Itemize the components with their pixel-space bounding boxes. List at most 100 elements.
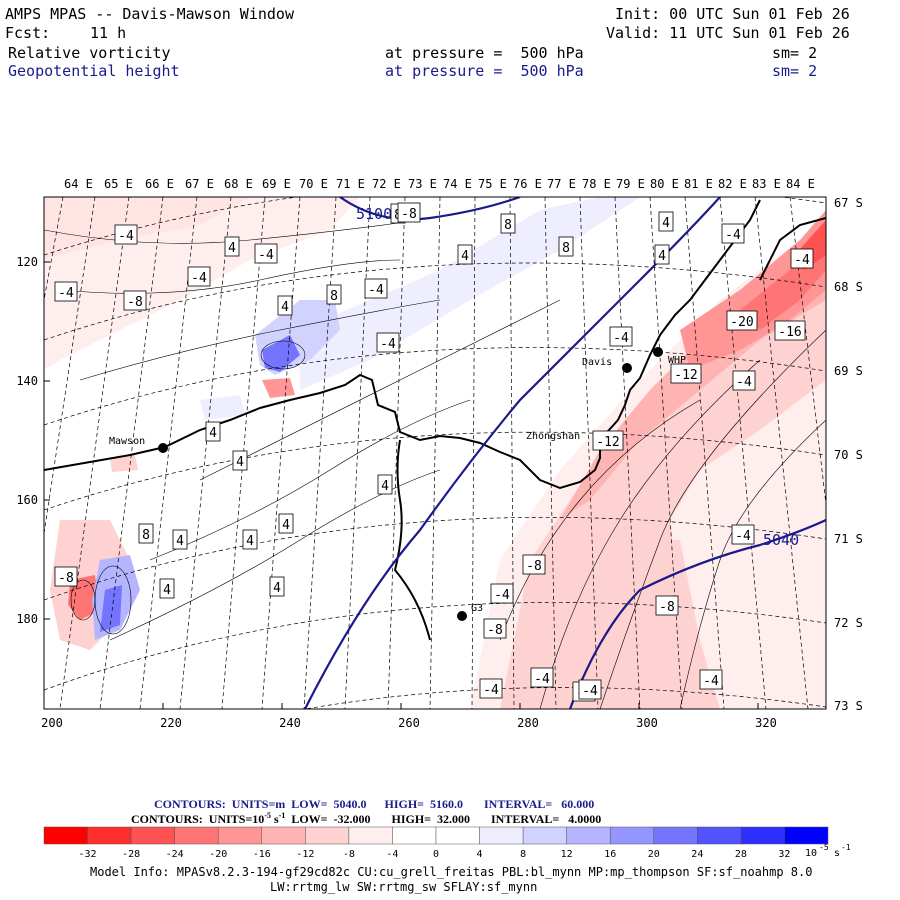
- colorbar-label: 8: [520, 849, 526, 860]
- vorticity-label: 8: [558, 236, 574, 257]
- svg-text:4: 4: [163, 583, 171, 598]
- lon-label: 81 E: [684, 177, 713, 191]
- vorticity-label: -4: [187, 266, 211, 287]
- vorticity-label: -8: [123, 290, 147, 311]
- init-time: Init: 00 UTC Sun 01 Feb 26: [615, 5, 850, 23]
- colorbar-swatch: [174, 826, 219, 845]
- field2-name: Geopotential height: [8, 62, 180, 80]
- lon-label: 68 E: [224, 177, 253, 191]
- lon-label: 78 E: [582, 177, 611, 191]
- svg-text:-4: -4: [613, 331, 629, 346]
- vorticity-label: 4: [277, 295, 293, 316]
- colorbar-label: 16: [604, 849, 616, 860]
- svg-text:-12: -12: [674, 368, 697, 383]
- svg-text:-4: -4: [118, 229, 134, 244]
- svg-text:-4: -4: [582, 684, 598, 699]
- svg-text:-4: -4: [725, 228, 741, 243]
- svg-text:-8: -8: [401, 207, 417, 222]
- svg-text:-8: -8: [58, 571, 74, 586]
- vorticity-labels: -44-4-4-4-848-4884844-4-444448444-84-4-2…: [54, 202, 814, 702]
- vorticity-label: 4: [658, 211, 674, 232]
- vorticity-label: 4: [242, 529, 258, 550]
- station-label-davis: Davis: [582, 357, 612, 368]
- colorbar-swatch: [522, 826, 567, 845]
- vorticity-label: 4: [377, 474, 393, 495]
- svg-text:-4: -4: [794, 253, 810, 268]
- forecast-label: Fcst:: [5, 24, 51, 42]
- colorbar-label: -12: [296, 849, 314, 860]
- vorticity-label: -4: [364, 278, 388, 299]
- y-tick: 160: [16, 493, 38, 507]
- station-label-zhongshan: Zhongshan: [526, 431, 580, 442]
- colorbar-swatch: [609, 826, 655, 845]
- vorticity-label: 4: [159, 578, 175, 599]
- model-info-line1: Model Info: MPASv8.2.3-194-gf29cd82c CU:…: [90, 865, 813, 879]
- vorticity-label: 4: [172, 529, 188, 550]
- x-tick: 220: [160, 716, 182, 730]
- lon-label: 76 E: [513, 177, 542, 191]
- svg-text:4: 4: [381, 479, 389, 494]
- svg-text:-4: -4: [58, 286, 74, 301]
- x-tick: 260: [398, 716, 420, 730]
- svg-text:-12: -12: [596, 435, 619, 450]
- colorbar-label: 0: [433, 849, 439, 860]
- colorbar-swatch: [261, 826, 306, 845]
- vorticity-label: 8: [500, 213, 516, 234]
- station-marker-davis: [622, 363, 632, 373]
- vorticity-label: -4: [479, 678, 503, 699]
- y-tick-labels: 120 140 160 180: [16, 255, 38, 626]
- svg-text:-4: -4: [368, 283, 384, 298]
- x-tick: 320: [755, 716, 777, 730]
- colorbar-swatch: [130, 826, 175, 845]
- lat-label: 68 S: [834, 280, 863, 294]
- vorticity-label: -20: [726, 310, 758, 331]
- station-label-whp: WHP: [668, 355, 686, 366]
- vorticity-label: -4: [54, 281, 78, 302]
- vorticity-label: -16: [774, 320, 806, 341]
- lon-label: 84 E: [786, 177, 815, 191]
- svg-text:-4: -4: [703, 674, 719, 689]
- svg-text:-4: -4: [494, 588, 510, 603]
- colorbar-units-base: 10: [805, 848, 817, 859]
- colorbar-swatch: [392, 826, 437, 845]
- contours-vorticity-info: CONTOURS: UNITS=10-5 s-1 LOW= -32.000 HI…: [131, 811, 601, 827]
- y-tick: 180: [16, 612, 38, 626]
- svg-text:4: 4: [209, 426, 217, 441]
- lat-label: 67 S: [834, 196, 863, 210]
- svg-text:8: 8: [142, 528, 150, 543]
- vorticity-label: -8: [655, 595, 679, 616]
- lat-label: 72 S: [834, 616, 863, 630]
- vorticity-label: -8: [397, 202, 421, 223]
- lon-label: 66 E: [145, 177, 174, 191]
- svg-text:4: 4: [176, 534, 184, 549]
- svg-text:-20: -20: [730, 315, 753, 330]
- colorbar-swatch: [740, 826, 785, 845]
- svg-text:-8: -8: [127, 295, 143, 310]
- svg-text:-4: -4: [258, 248, 274, 263]
- station-label-mawson: Mawson: [109, 436, 145, 447]
- vorticity-label: 4: [278, 513, 294, 534]
- contours-vorticity-exp2: -1: [278, 811, 286, 820]
- vorticity-label: -8: [54, 566, 78, 587]
- contours-vorticity-b: s: [270, 812, 279, 826]
- svg-text:8: 8: [504, 218, 512, 233]
- vorticity-label: -4: [114, 224, 138, 245]
- x-tick: 240: [279, 716, 301, 730]
- colorbar-label: 32: [778, 849, 790, 860]
- frame-ticks: [43, 261, 759, 709]
- station-marker-mawson: [158, 443, 168, 453]
- station-marker-g3: [457, 611, 467, 621]
- lon-label: 82 E: [718, 177, 747, 191]
- y-tick: 140: [16, 374, 38, 388]
- colorbar-label: -8: [343, 849, 355, 860]
- vorticity-label: 4: [654, 244, 670, 265]
- contours-vorticity-c: LOW= -32.000 HIGH= 32.000 INTERVAL= 4.00…: [285, 812, 602, 826]
- lat-label: 71 S: [834, 532, 863, 546]
- x-tick: 300: [636, 716, 658, 730]
- colorbar-swatch: [435, 826, 480, 845]
- top-lon-labels: 64 E 65 E 66 E 67 E 68 E 69 E 70 E 71 E …: [64, 177, 815, 191]
- colorbar-swatch: [305, 826, 350, 845]
- svg-text:4: 4: [246, 534, 254, 549]
- vorticity-label: -8: [483, 618, 507, 639]
- contours-height-info: CONTOURS: UNITS=m LOW= 5040.0 HIGH= 5160…: [154, 797, 595, 811]
